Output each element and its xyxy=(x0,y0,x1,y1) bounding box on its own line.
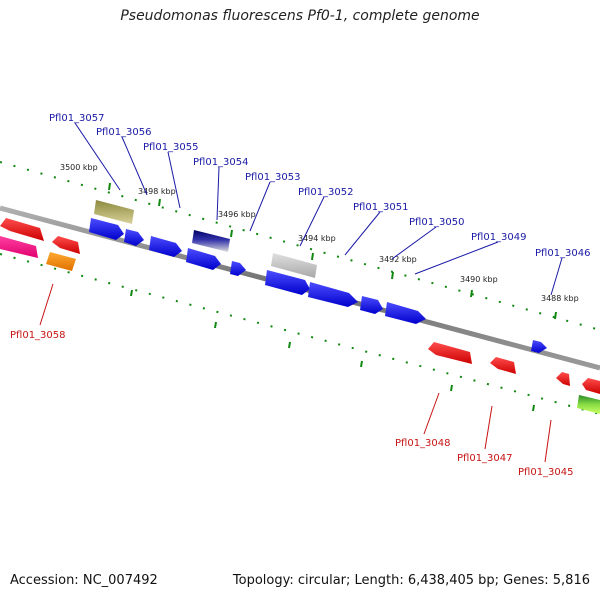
gene-arrow[interactable] xyxy=(582,378,600,394)
upper-tick-row xyxy=(0,161,600,331)
gene-label-pfl01-3057[interactable]: Pfl01_3057 xyxy=(49,113,105,124)
gene-arrow[interactable] xyxy=(271,253,317,278)
gene-label-pfl01-3055[interactable]: Pfl01_3055 xyxy=(143,142,199,153)
gene-arrow[interactable] xyxy=(385,302,426,324)
gene-arrow[interactable] xyxy=(360,296,383,314)
gene-label-pfl01-3047[interactable]: Pfl01_3047 xyxy=(457,453,513,464)
gene-arrow[interactable] xyxy=(265,270,310,295)
gene-arrow[interactable] xyxy=(0,236,38,258)
gene-label-pfl01-3046[interactable]: Pfl01_3046 xyxy=(535,248,591,259)
gene-arrow[interactable] xyxy=(124,229,144,246)
gene-arrow[interactable] xyxy=(230,261,246,276)
gene-arrow[interactable] xyxy=(52,236,80,254)
gene-label-pfl01-3051[interactable]: Pfl01_3051 xyxy=(353,202,409,213)
gene-arrow[interactable] xyxy=(186,248,221,270)
tick-label: 3492 kbp xyxy=(379,255,417,264)
gene-arrow[interactable] xyxy=(149,236,182,257)
gene-label-pfl01-3053[interactable]: Pfl01_3053 xyxy=(245,172,301,183)
gene-label-pfl01-3058[interactable]: Pfl01_3058 xyxy=(10,330,66,341)
accession-label: Accession: xyxy=(10,573,79,588)
leader-lines xyxy=(39,122,563,463)
topology-text: Topology: circular; Length: 6,438,405 bp… xyxy=(232,573,590,588)
gene-arrow[interactable] xyxy=(94,200,134,224)
accession-value: NC_007492 xyxy=(82,573,158,588)
gene-arrow[interactable] xyxy=(0,218,44,241)
gene-arrow[interactable] xyxy=(531,340,547,353)
gene-label-pfl01-3048[interactable]: Pfl01_3048 xyxy=(395,438,451,449)
tick-label: 3498 kbp xyxy=(138,187,176,196)
gene-label-pfl01-3049[interactable]: Pfl01_3049 xyxy=(471,232,527,243)
gene-label-pfl01-3056[interactable]: Pfl01_3056 xyxy=(96,127,152,138)
tick-label: 3490 kbp xyxy=(460,275,498,284)
gene-arrow[interactable] xyxy=(490,357,516,374)
forward-strand-genes xyxy=(89,200,547,353)
gene-label-pfl01-3045[interactable]: Pfl01_3045 xyxy=(518,467,574,478)
gene-arrow[interactable] xyxy=(46,252,76,271)
reverse-strand-genes xyxy=(0,218,600,414)
tick-label: 3488 kbp xyxy=(541,294,579,303)
major-ticks xyxy=(108,182,557,412)
gene-arrow[interactable] xyxy=(577,395,600,414)
gene-arrow[interactable] xyxy=(428,342,472,364)
gene-arrow[interactable] xyxy=(192,230,230,252)
gene-arrow[interactable] xyxy=(308,282,358,307)
map-title: Pseudomonas fluorescens Pf0-1, complete … xyxy=(120,8,480,24)
tick-label: 3500 kbp xyxy=(60,163,98,172)
gene-arrow[interactable] xyxy=(89,218,124,240)
gene-label-pfl01-3054[interactable]: Pfl01_3054 xyxy=(193,157,249,168)
lower-tick-row xyxy=(0,253,600,415)
tick-label: 3496 kbp xyxy=(218,210,256,219)
gene-label-pfl01-3050[interactable]: Pfl01_3050 xyxy=(409,217,465,228)
gene-arrow[interactable] xyxy=(556,372,570,386)
gene-label-pfl01-3052[interactable]: Pfl01_3052 xyxy=(298,187,354,198)
accession-text: Accession: NC_007492 xyxy=(10,573,158,588)
tick-label: 3494 kbp xyxy=(298,234,336,243)
